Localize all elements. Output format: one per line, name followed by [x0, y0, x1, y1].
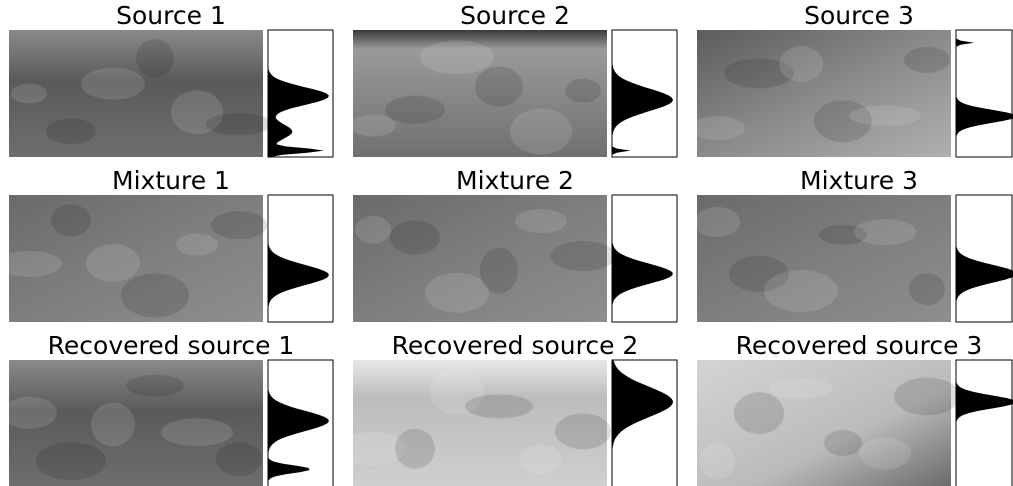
image-texture — [689, 116, 745, 140]
panel-title: Source 1 — [116, 1, 226, 30]
panel-grid: Source 1 Source 2 Source 3 Mixture 1 Mixture… — [0, 1, 1013, 486]
image-texture — [425, 273, 489, 313]
image-texture — [694, 207, 740, 237]
image-texture — [769, 378, 833, 398]
image-texture — [894, 377, 960, 415]
image-texture — [420, 40, 494, 74]
image-texture — [550, 241, 616, 271]
image-texture — [515, 209, 567, 233]
image-texture — [779, 46, 823, 82]
image-texture — [465, 394, 533, 418]
image-texture — [136, 39, 174, 77]
panel-title: Recovered source 3 — [736, 331, 983, 360]
image-texture — [1, 397, 57, 429]
image-texture — [555, 413, 611, 449]
image-texture — [859, 438, 911, 470]
image-texture — [849, 106, 921, 126]
image-texture — [764, 270, 838, 312]
image-texture — [854, 219, 916, 245]
image-texture — [206, 113, 272, 135]
image-texture — [86, 244, 140, 282]
image-texture — [81, 68, 145, 100]
image-texture — [355, 216, 391, 244]
panel-title: Mixture 2 — [456, 166, 574, 195]
histogram-frame — [956, 360, 1012, 486]
image-texture — [126, 375, 184, 397]
image-texture — [520, 444, 562, 474]
image-texture — [385, 96, 445, 124]
panel-title: Source 3 — [804, 1, 914, 30]
panel-title: Mixture 3 — [800, 166, 918, 195]
image-texture — [699, 443, 735, 479]
image-texture — [824, 430, 862, 456]
panel-title: Mixture 1 — [112, 166, 230, 195]
image-texture — [211, 211, 267, 239]
image-texture — [51, 204, 91, 236]
panel-image — [697, 30, 951, 157]
image-texture — [475, 67, 523, 107]
image-texture — [565, 79, 601, 103]
histogram-frame — [956, 30, 1012, 157]
image-texture — [46, 118, 96, 144]
image-texture — [350, 115, 396, 137]
image-texture — [36, 442, 106, 480]
panel-title: Recovered source 2 — [392, 331, 639, 360]
image-texture — [121, 273, 189, 317]
figure: Source 1 Source 2 Source 3 Mixture 1 Mixture… — [0, 0, 1013, 486]
panel-title: Recovered source 1 — [48, 331, 295, 360]
image-texture — [480, 248, 518, 294]
image-texture — [904, 47, 950, 73]
image-texture — [91, 402, 135, 446]
panel-image — [697, 360, 951, 486]
image-texture — [395, 429, 435, 469]
image-texture — [11, 84, 47, 104]
image-texture — [390, 221, 440, 255]
panel-title: Source 2 — [460, 1, 570, 30]
image-texture — [734, 392, 784, 434]
image-texture — [161, 418, 233, 446]
image-texture — [176, 234, 218, 256]
image-texture — [216, 442, 262, 476]
image-texture — [909, 273, 945, 305]
image-texture — [510, 109, 572, 155]
